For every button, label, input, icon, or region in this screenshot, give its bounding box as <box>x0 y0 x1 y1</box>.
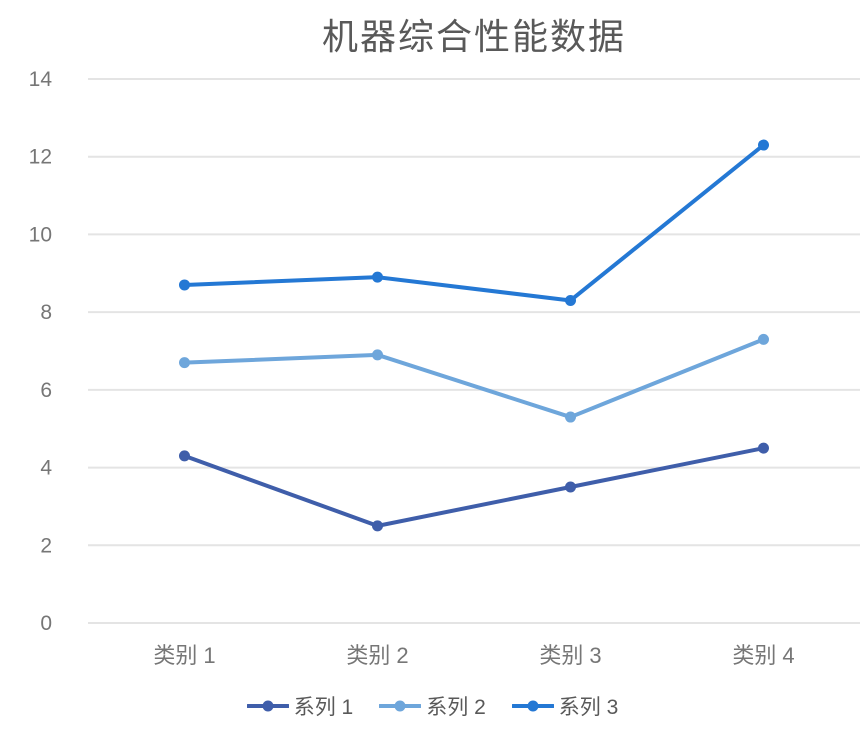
legend-swatch-marker <box>527 700 539 712</box>
y-axis-tick-label: 0 <box>40 612 52 635</box>
data-point <box>179 357 190 369</box>
y-axis-tick-label: 10 <box>29 223 52 246</box>
y-axis-tick-label: 4 <box>40 457 52 480</box>
legend-label: 系列 2 <box>426 696 486 719</box>
data-point <box>565 294 576 306</box>
x-axis-category-label: 类别 1 <box>153 643 215 668</box>
y-axis-tick-label: 6 <box>40 379 52 402</box>
y-axis-tick-label: 12 <box>29 146 52 169</box>
y-axis-tick-label: 8 <box>40 301 52 324</box>
legend-item-3: 系列 3 <box>511 691 619 721</box>
chart-legend: 系列 1 系列 2 系列 3 <box>0 691 865 721</box>
x-axis-category-label: 类别 4 <box>732 643 794 668</box>
series-line-3 <box>182 143 766 303</box>
x-axis-category-label: 类别 3 <box>539 643 601 668</box>
data-point <box>372 349 383 361</box>
data-point <box>565 481 576 493</box>
chart-title: 机器综合性能数据 <box>321 16 626 57</box>
data-point <box>758 333 769 345</box>
legend-swatch-icon <box>511 700 554 712</box>
legend-swatch-icon <box>379 700 422 712</box>
data-point <box>372 271 383 283</box>
legend-label: 系列 3 <box>558 696 619 719</box>
x-axis-category-label: 类别 2 <box>346 643 408 668</box>
legend-item-1: 系列 1 <box>246 691 354 721</box>
legend-label: 系列 1 <box>293 696 354 719</box>
legend-swatch-icon <box>246 700 289 712</box>
y-axis-tick-label: 2 <box>40 534 52 557</box>
legend-swatch-marker <box>394 700 406 712</box>
data-point <box>179 279 190 291</box>
data-point <box>758 139 769 151</box>
y-axis-tick-label: 14 <box>29 68 53 91</box>
series-line-2 <box>182 337 766 420</box>
data-point <box>179 450 190 462</box>
data-point <box>758 442 769 454</box>
data-point <box>565 411 576 423</box>
data-point <box>372 520 383 532</box>
series-line-1 <box>182 446 766 528</box>
legend-item-2: 系列 2 <box>379 691 486 721</box>
legend-swatch-marker <box>262 700 274 712</box>
